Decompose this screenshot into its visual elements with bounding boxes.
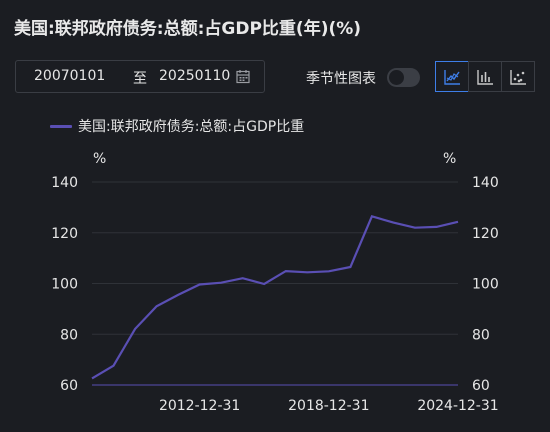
y-tick-label-left: 140: [51, 175, 78, 191]
seasonal-chart-toggle[interactable]: [387, 68, 420, 87]
chart-legend[interactable]: 美国:联邦政府债务:总额:占GDP比重: [50, 116, 304, 136]
end-date[interactable]: 20250110: [159, 68, 231, 84]
line-chart-icon: [443, 69, 461, 85]
y-tick-label-right: 100: [472, 277, 499, 293]
y-axis-right: 60 80 100 120 140: [472, 175, 499, 394]
x-tick-label: 2018-12-31: [288, 398, 369, 414]
right-axis-unit: %: [443, 151, 456, 167]
y-tick-label-left: 120: [51, 226, 78, 242]
legend-label: 美国:联邦政府债务:总额:占GDP比重: [78, 119, 305, 135]
grid-lines: [92, 181, 458, 386]
y-tick-label-right: 120: [472, 226, 499, 242]
chart-title: 美国:联邦政府债务:总额:占GDP比重(年)(%): [14, 19, 362, 39]
toggle-knob: [389, 70, 404, 85]
scatter-chart-button[interactable]: [501, 61, 535, 92]
x-tick-label: 2012-12-31: [159, 398, 240, 414]
y-tick-label-left: 80: [60, 327, 78, 343]
left-axis-unit: %: [93, 151, 106, 167]
y-tick-label-right: 140: [472, 175, 499, 191]
start-date[interactable]: 20070101: [34, 68, 106, 84]
y-tick-label-left: 60: [60, 378, 78, 394]
x-tick-label: 2024-12-31: [417, 398, 498, 414]
calendar-icon[interactable]: [236, 69, 250, 84]
seasonal-chart-label: 季节性图表: [306, 71, 376, 87]
y-axis-left: 60 80 100 120 140: [51, 175, 78, 394]
series-line: [91, 214, 459, 380]
legend-swatch: [50, 124, 72, 128]
y-tick-label-right: 60: [472, 378, 490, 394]
bar-chart-icon: [476, 69, 494, 85]
date-range-picker[interactable]: 20070101 至 20250110: [15, 60, 265, 93]
y-tick-label-left: 100: [51, 277, 78, 293]
date-separator: 至: [133, 71, 147, 87]
y-tick-label-right: 80: [472, 327, 490, 343]
scatter-chart-icon: [509, 69, 527, 85]
x-axis: 2012-12-31 2018-12-31 2024-12-31: [159, 398, 499, 414]
